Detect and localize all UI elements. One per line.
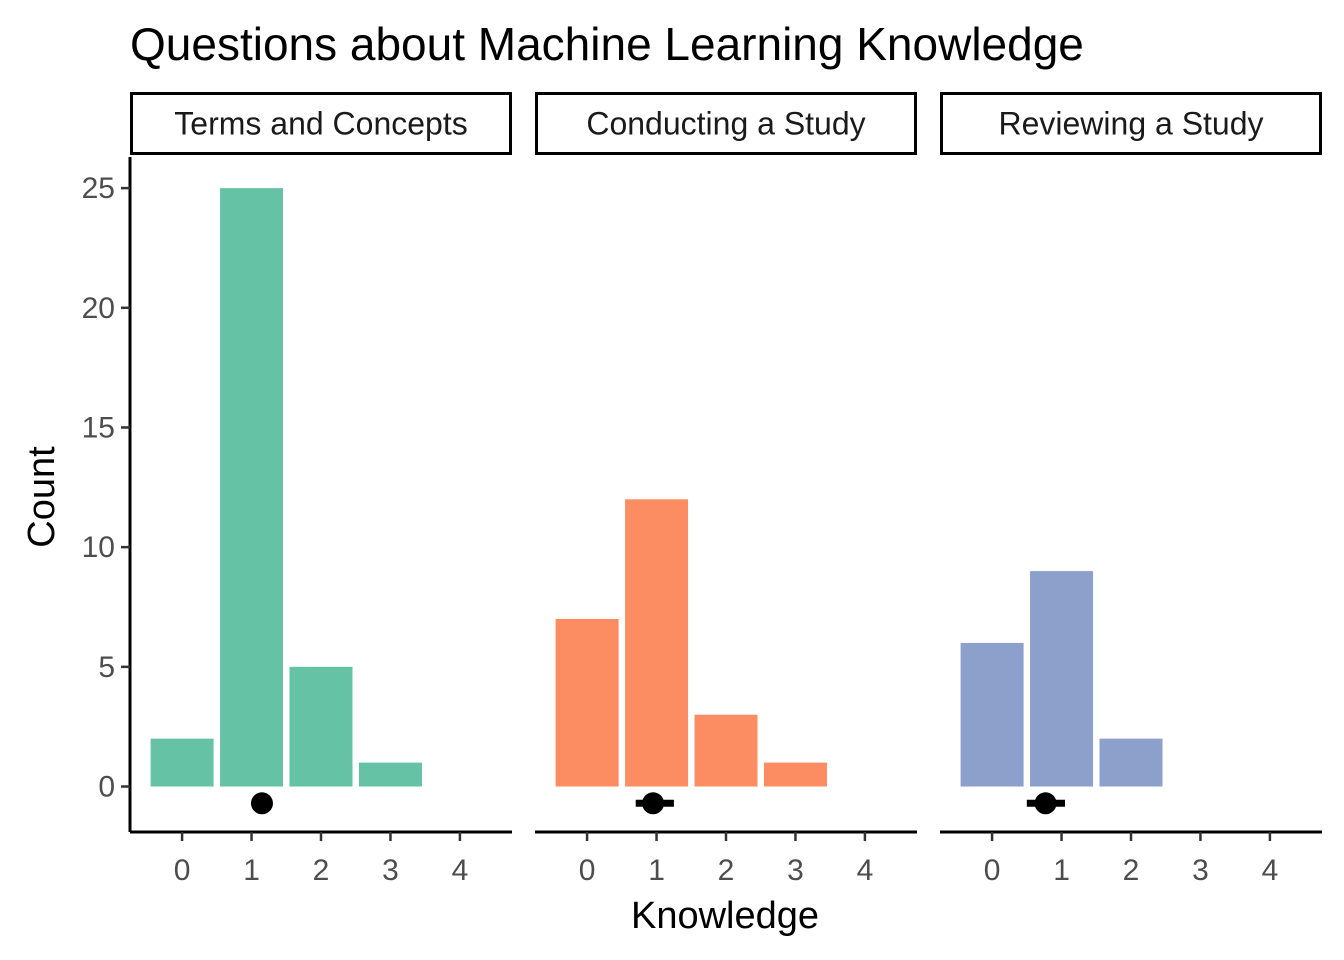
bar — [625, 499, 689, 787]
bar — [1099, 738, 1163, 787]
y-axis-title: Count — [21, 446, 63, 548]
facet-strip-label: Terms and Concepts — [174, 106, 467, 142]
facet-panel: Terms and Concepts 0 1 2 3 4 — [130, 92, 512, 887]
x-tick-label: 3 — [382, 854, 399, 887]
y-tick-label: 10 — [82, 531, 115, 564]
facet-strip-label: Conducting a Study — [586, 106, 865, 142]
x-tick-label: 4 — [452, 854, 469, 887]
y-tick-label: 25 — [82, 172, 115, 205]
bar — [555, 618, 619, 787]
bar — [1030, 571, 1094, 787]
bar — [763, 762, 827, 787]
x-tick-label: 3 — [787, 854, 804, 887]
x-tick-label: 3 — [1192, 854, 1209, 887]
y-tick-label: 20 — [82, 292, 115, 325]
mean-point — [250, 792, 273, 815]
x-tick-label: 0 — [984, 854, 1001, 887]
x-tick-label: 4 — [1262, 854, 1279, 887]
x-tick-label: 2 — [1123, 854, 1140, 887]
x-tick-label: 0 — [174, 854, 191, 887]
facet-strip — [940, 92, 1322, 155]
x-tick-label: 1 — [648, 854, 665, 887]
x-tick-label: 2 — [313, 854, 330, 887]
x-tick-label: 4 — [857, 854, 874, 887]
facet-strip — [535, 92, 917, 155]
facet-panel: Reviewing a Study 0 1 2 3 4 — [940, 92, 1322, 887]
bar — [220, 188, 284, 787]
x-tick-label: 0 — [579, 854, 596, 887]
bar — [694, 714, 758, 787]
y-tick-label: 15 — [82, 411, 115, 444]
bar — [358, 762, 422, 787]
bar — [150, 738, 214, 787]
facet-panel: Conducting a Study 0 1 2 3 4 — [535, 92, 917, 887]
y-tick-label: 5 — [98, 651, 115, 684]
chart-title: Questions about Machine Learning Knowled… — [130, 18, 1084, 70]
x-axis-title: Knowledge — [631, 895, 819, 937]
y-axis: 0 5 10 15 20 25 — [82, 157, 132, 832]
bar — [960, 642, 1024, 787]
x-tick-label: 2 — [718, 854, 735, 887]
facet-strip-label: Reviewing a Study — [998, 106, 1263, 142]
bar — [289, 666, 353, 787]
mean-point — [642, 792, 665, 815]
x-tick-label: 1 — [243, 854, 260, 887]
facet-strip — [130, 92, 512, 155]
y-tick-label: 0 — [98, 771, 115, 804]
x-tick-label: 1 — [1053, 854, 1070, 887]
mean-point — [1034, 792, 1057, 815]
